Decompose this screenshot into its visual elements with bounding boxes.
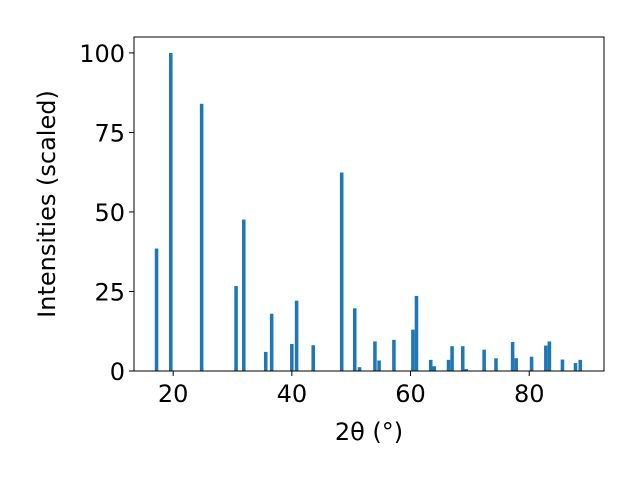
bar [482, 349, 486, 371]
y-tick-label: 100 [79, 40, 125, 68]
bar [263, 351, 268, 371]
y-tick-label: 0 [110, 358, 125, 386]
bar [377, 360, 381, 371]
bar [242, 219, 246, 371]
bar [432, 366, 437, 371]
x-ticks-group: 20 40 60 80 [158, 371, 545, 408]
bar [510, 342, 515, 371]
bar [290, 343, 294, 371]
bar [294, 300, 299, 371]
x-tick-label: 80 [514, 380, 545, 408]
bar [311, 345, 315, 371]
bar [414, 295, 419, 371]
bar [464, 369, 469, 371]
bar [339, 172, 344, 371]
bar [450, 346, 454, 371]
x-tick-label: 20 [158, 380, 189, 408]
bar [428, 359, 433, 371]
bar [446, 359, 451, 371]
bar [578, 359, 583, 371]
bar [154, 248, 159, 371]
bar [169, 52, 173, 372]
bar [234, 286, 238, 371]
y-tick-label: 25 [94, 278, 125, 306]
bar [199, 103, 204, 372]
bars-group [154, 52, 583, 372]
bar [460, 346, 465, 371]
x-axis-label: 2θ (°) [335, 418, 403, 446]
bar [352, 308, 357, 371]
bar [529, 356, 534, 371]
bar [357, 367, 362, 371]
bar [373, 341, 377, 371]
bar [544, 345, 548, 371]
bar [494, 358, 498, 371]
plot-frame [133, 36, 605, 372]
bar [560, 359, 565, 371]
bar [547, 341, 552, 371]
bar [514, 358, 518, 371]
bar [392, 339, 396, 371]
bar [269, 313, 274, 371]
y-tick-label: 75 [94, 119, 125, 147]
bar [411, 329, 415, 371]
x-tick-label: 40 [277, 380, 308, 408]
y-ticks-group: 0 25 50 75 100 [79, 40, 134, 386]
y-axis-label: Intensities (scaled) [33, 90, 61, 318]
x-tick-label: 60 [395, 380, 426, 408]
y-tick-label: 50 [94, 199, 125, 227]
bar [573, 363, 578, 371]
